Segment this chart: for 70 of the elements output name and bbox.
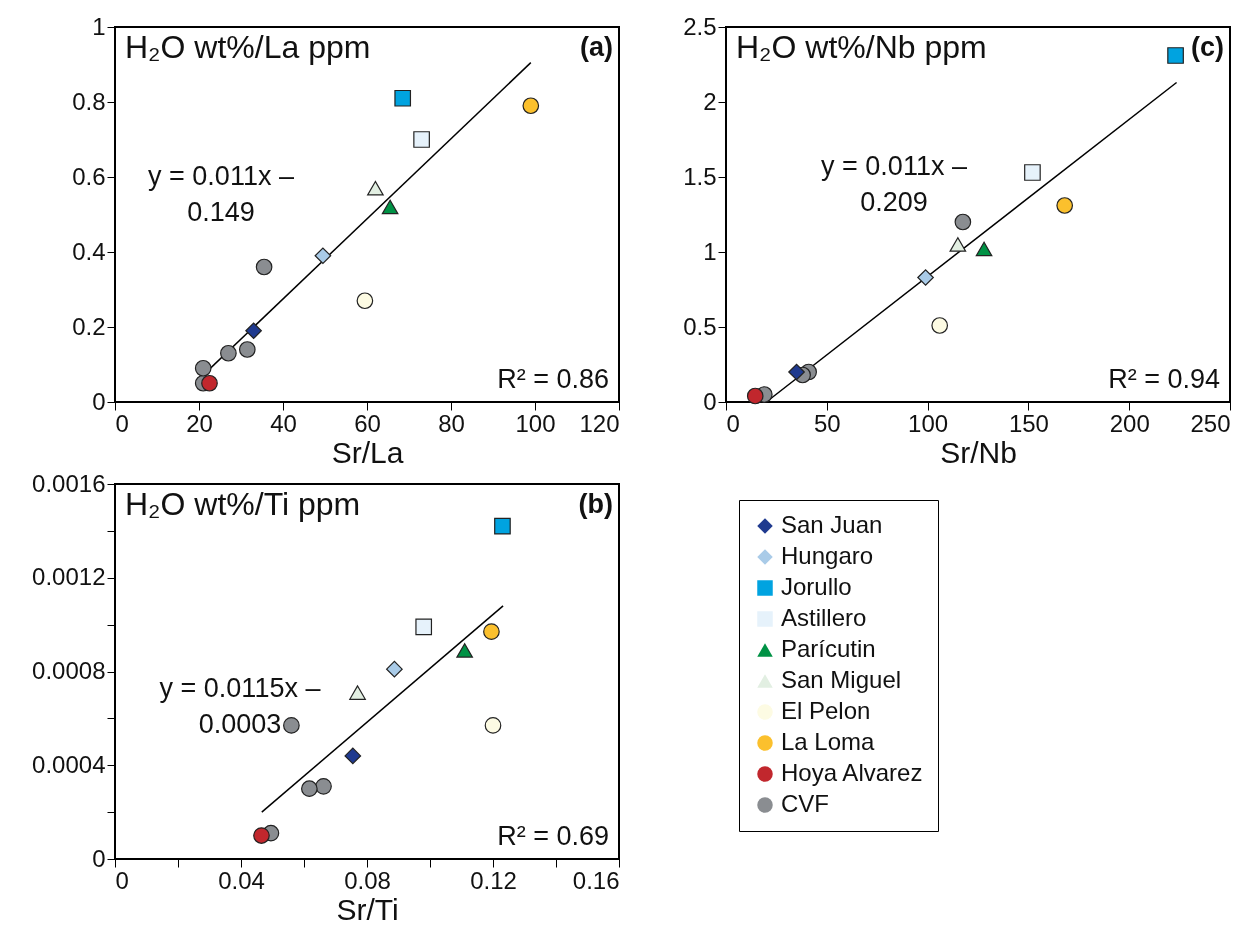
y-tick-label: 1.5 — [683, 162, 717, 190]
legend-label: Jorullo — [781, 573, 852, 600]
annotation: y = 0.0115x – 0.0003 — [159, 673, 321, 739]
legend-label: Parícutin — [781, 635, 876, 662]
x-tick-label: 0 — [115, 409, 129, 437]
legend-label: El Pelon — [781, 697, 871, 724]
x-tick-label: 80 — [438, 409, 465, 437]
annotation: y = 0.011x – 0.149 — [148, 161, 294, 227]
point — [949, 237, 967, 252]
y-tick-label: 0.0008 — [32, 657, 106, 684]
annotation: R² = 0.94 — [1108, 364, 1220, 394]
legend-label: Astillero — [781, 604, 867, 631]
point — [954, 213, 972, 231]
point — [917, 269, 934, 286]
y-tick-label: 0.0016 — [32, 469, 106, 497]
point — [746, 387, 764, 405]
x-tick-label: 40 — [270, 409, 297, 437]
legend-label: Hoya Alvarez — [781, 759, 923, 786]
x-tick-label: 20 — [186, 409, 213, 437]
legend-label: CVF — [781, 790, 829, 817]
y-tick-label: 0.0012 — [32, 563, 106, 591]
y-tick-label: 2.5 — [683, 12, 717, 40]
y-tick-label: 0.0004 — [32, 750, 106, 778]
x-tick-label: 150 — [1008, 409, 1049, 437]
y-tick-label: 2 — [703, 87, 717, 115]
chart-title: H₂O wt%/La ppm — [125, 29, 371, 65]
annotation: (c) — [1191, 32, 1224, 62]
y-tick-label: 0.2 — [72, 312, 106, 340]
x-tick-label: 200 — [1109, 409, 1150, 437]
annotation: (a) — [580, 32, 613, 62]
y-tick-label: 1 — [92, 12, 106, 40]
point — [975, 241, 993, 257]
x-tick-label: 0 — [115, 866, 129, 894]
point — [788, 363, 805, 381]
point — [1024, 164, 1041, 181]
x-tick-label: 0.08 — [344, 866, 391, 894]
point — [1167, 47, 1184, 64]
legend-label: La Loma — [781, 728, 876, 755]
x-tick-label: 60 — [354, 409, 381, 437]
x-tick-label: 100 — [515, 409, 556, 437]
point — [931, 317, 949, 334]
y-tick-label: 0 — [92, 387, 106, 415]
y-tick-label: 0.8 — [72, 87, 106, 115]
x-tick-label: 0.16 — [572, 866, 620, 894]
x-tick-label: 120 — [579, 409, 620, 437]
x-tick-label: 0 — [726, 409, 740, 437]
annotation: R² = 0.86 — [497, 364, 609, 394]
x-tick-label: 100 — [908, 409, 949, 437]
y-tick-label: 0.5 — [683, 312, 717, 340]
x-tick-label: 50 — [813, 409, 841, 437]
annotation: (b) — [578, 489, 613, 519]
x-axis-title: Sr/Ti — [336, 892, 399, 926]
chart-title: H₂O wt%/Ti ppm — [125, 486, 361, 522]
x-axis-title: Sr/La — [331, 435, 404, 469]
y-tick-label: 0.4 — [72, 237, 106, 265]
y-tick-label: 0 — [92, 844, 106, 872]
legend-label: Hungaro — [781, 542, 874, 569]
y-tick-label: 1 — [703, 237, 717, 265]
y-tick-label: 0 — [703, 387, 717, 415]
x-axis-title: Sr/Nb — [940, 435, 1017, 469]
point — [1056, 197, 1074, 214]
x-tick-label: 250 — [1190, 409, 1231, 437]
chart-title: H₂O wt%/Nb ppm — [736, 29, 987, 65]
y-tick-label: 0.6 — [72, 162, 106, 190]
annotation: R² = 0.69 — [497, 821, 609, 851]
legend-label: San Juan — [781, 511, 883, 538]
x-tick-label: 0.04 — [218, 866, 265, 894]
annotation: y = 0.011x – 0.209 — [821, 151, 967, 217]
legend-label: San Miguel — [781, 666, 902, 693]
x-tick-label: 0.12 — [470, 866, 517, 894]
